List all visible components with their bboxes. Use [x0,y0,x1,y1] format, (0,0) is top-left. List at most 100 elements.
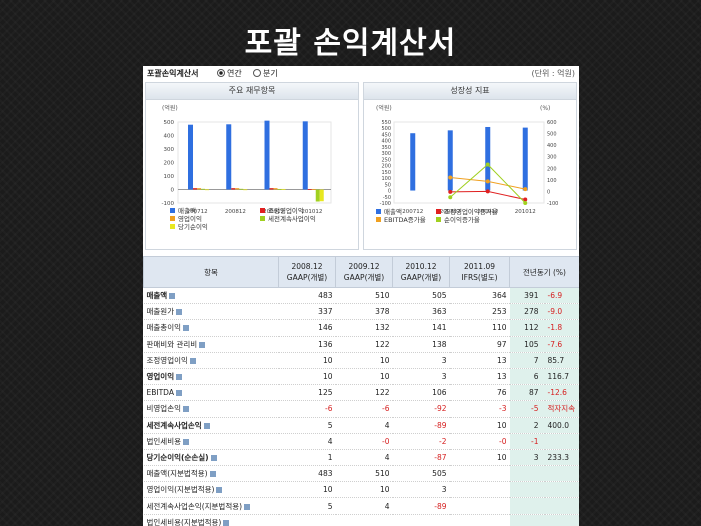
row-label-cell[interactable]: 세전계속사업손익 [143,417,279,434]
series-point-1 [485,179,490,184]
radio-quarter[interactable]: 분기 [253,68,278,79]
sales-bar [410,133,416,191]
plot-area [177,121,332,204]
bar-4 [205,189,209,191]
value-cell: -6 [335,400,393,418]
y-tick-label: -100 [162,201,175,207]
col-date: 2011.09 [463,262,495,271]
table-header-item: 항목 [143,256,279,288]
row-label-cell[interactable]: 매출원가 [143,303,279,321]
info-icon[interactable] [223,519,230,526]
value-cell: 3 [392,368,450,386]
info-icon[interactable] [216,487,223,494]
y-tick-left: -50 [383,195,391,201]
row-label-cell[interactable]: 판매비와 관리비 [143,336,279,353]
table-header-col: 2009.12 GAAP(개별) [335,256,393,288]
y-unit-label: (억원) [162,104,178,112]
y-tick-left: 0 [388,189,391,195]
row-label-cell[interactable]: 매출액(지분법적용) [143,465,279,483]
value-cell: 125 [278,384,336,402]
info-icon[interactable] [183,325,189,332]
plot-area [393,121,545,204]
value-cell [392,514,450,526]
yoy-value-cell: 3 [509,449,545,467]
y-unit-left: (억원) [376,104,392,112]
series-point-2 [448,195,453,200]
table-header-col: 2010.12 GAAP(개별) [392,256,450,288]
x-tick-label: 200712 [402,209,423,215]
row-label-cell[interactable]: 조정영업이익 [143,352,279,369]
y-tick-left: 100 [381,176,391,182]
row-label-cell[interactable]: 영업이익 [143,368,279,386]
table-row: 영업이익 10 10 3 13 6 116.7 [143,368,579,386]
bar-3 [201,188,205,190]
yoy-rate-cell: 116.7 [544,368,579,386]
row-label-cell[interactable]: 영업이익(지분법적용) [143,481,279,499]
info-icon[interactable] [183,438,189,445]
value-cell [278,514,336,526]
value-cell: 110 [449,319,510,337]
legend-label: 조정영업이익증가율 [444,207,498,216]
y-tick-left: 250 [381,157,391,163]
series-point-1 [448,175,453,180]
yoy-value-cell: 391 [509,287,545,305]
yoy-value-cell [509,497,545,515]
row-label-cell[interactable]: 법인세비용 [143,433,279,450]
legend-label: 순이익증가율 [444,215,480,224]
radio-annual[interactable]: 연간 [217,68,242,79]
table-row: 세전계속사업손익(지분법적용) 5 4 -89 [143,497,579,515]
value-cell: 5 [278,497,336,515]
row-label: 법인세비용(지분법적용) [146,517,222,526]
info-icon[interactable] [244,503,251,510]
financial-table: 항목 2008.12 GAAP(개별) 2009.12 GAAP(개별) 2010.… [143,256,579,526]
row-label-cell[interactable]: 매출액 [143,287,279,305]
value-cell: 138 [392,336,450,353]
table-row: EBITDA 125 122 106 76 87 -12.6 [143,384,579,402]
table-row: 판매비와 관리비 136 122 138 97 105 -7.6 [143,336,579,353]
row-label: 판매비와 관리비 [146,339,198,349]
value-cell: 146 [278,319,336,337]
info-icon[interactable] [183,406,189,413]
info-icon[interactable] [189,357,196,364]
table-row: 매출총이익 146 132 141 110 112 -1.8 [143,319,579,337]
value-cell: 97 [449,336,510,353]
row-label-cell[interactable]: 비영업손익 [143,400,279,418]
yoy-rate-cell [544,497,579,515]
x-tick-label: 201012 [301,209,322,215]
x-tick-label: 200912 [477,209,498,215]
bar-2 [197,188,201,190]
y-tick-left: 500 [381,126,391,132]
row-label-cell[interactable]: 당기순이익(순손실) [143,449,279,467]
info-icon[interactable] [209,471,216,478]
yoy-value-cell: 112 [509,319,545,337]
row-label-cell[interactable]: EBITDA [143,384,279,402]
info-icon[interactable] [169,293,176,300]
value-cell: 505 [392,287,450,305]
key-financials-chart: (억원) 500 400 300 200 100 0 -100 200712 200812 2009… [162,104,332,231]
value-cell: -0 [449,433,510,450]
value-cell: -6 [278,400,336,418]
info-icon[interactable] [176,309,183,316]
info-icon[interactable] [199,341,206,348]
yoy-rate-cell: -9.0 [544,303,579,321]
row-label-cell[interactable]: 세전계속사업손익(지분법적용) [143,497,279,515]
value-cell: 337 [278,303,336,321]
legend-swatch [436,209,441,214]
value-cell: 5 [278,417,336,434]
yoy-rate-cell: 400.0 [544,417,579,434]
value-cell: 4 [278,433,336,450]
value-cell [449,481,510,499]
legend-swatch [376,217,381,222]
info-icon[interactable] [176,374,183,381]
row-label: 영업이익(지분법적용) [146,485,215,495]
info-icon[interactable] [210,454,217,461]
value-cell: 13 [449,352,510,369]
legend-swatch [260,208,265,213]
row-label-cell[interactable]: 법인세비용(지분법적용) [143,514,279,526]
info-icon[interactable] [175,390,182,397]
info-icon[interactable] [203,422,210,429]
row-label: 영업이익 [146,372,175,382]
row-label-cell[interactable]: 매출총이익 [143,319,279,337]
yoy-value-cell: -1 [509,433,545,450]
value-cell: 378 [335,303,393,321]
